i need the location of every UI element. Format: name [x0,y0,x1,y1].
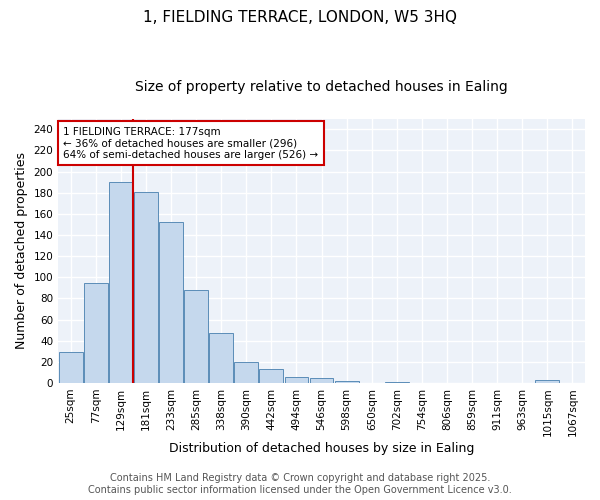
Bar [284,376,308,383]
Text: Contains HM Land Registry data © Crown copyright and database right 2025.
Contai: Contains HM Land Registry data © Crown c… [88,474,512,495]
Bar [59,352,83,383]
Title: Size of property relative to detached houses in Ealing: Size of property relative to detached ho… [135,80,508,94]
Bar [259,369,283,383]
Bar [109,182,133,383]
Bar [310,378,334,383]
Text: 1, FIELDING TERRACE, LONDON, W5 3HQ: 1, FIELDING TERRACE, LONDON, W5 3HQ [143,10,457,25]
Bar [235,362,258,383]
Bar [84,282,108,383]
Bar [184,290,208,383]
Bar [134,192,158,383]
Text: 1 FIELDING TERRACE: 177sqm
← 36% of detached houses are smaller (296)
64% of sem: 1 FIELDING TERRACE: 177sqm ← 36% of deta… [64,126,319,160]
Bar [385,382,409,383]
Bar [535,380,559,383]
Y-axis label: Number of detached properties: Number of detached properties [15,152,28,350]
X-axis label: Distribution of detached houses by size in Ealing: Distribution of detached houses by size … [169,442,474,455]
Bar [335,381,359,383]
Bar [209,334,233,383]
Bar [159,222,183,383]
